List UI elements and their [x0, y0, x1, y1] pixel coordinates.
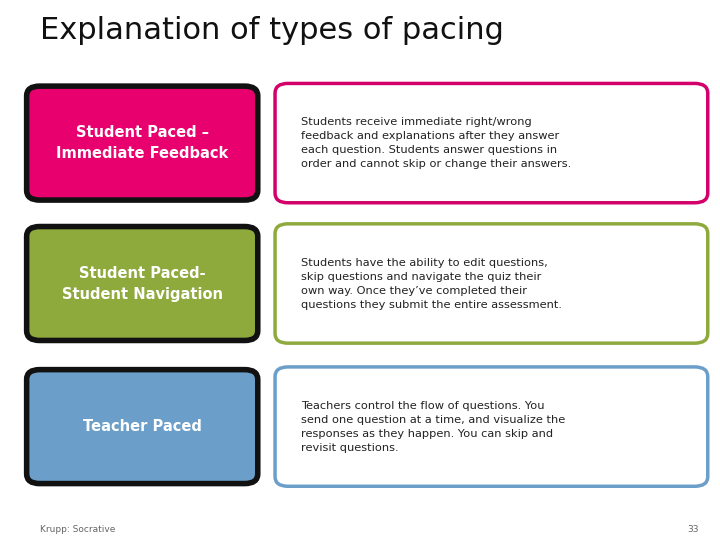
- Text: Student Paced-
Student Navigation: Student Paced- Student Navigation: [62, 266, 222, 301]
- FancyBboxPatch shape: [275, 224, 708, 343]
- Text: Students receive immediate right/wrong
feedback and explanations after they answ: Students receive immediate right/wrong f…: [301, 117, 571, 169]
- FancyBboxPatch shape: [275, 367, 708, 486]
- Text: Teacher Paced: Teacher Paced: [83, 419, 202, 434]
- FancyBboxPatch shape: [275, 84, 708, 203]
- FancyBboxPatch shape: [27, 369, 258, 484]
- Text: 33: 33: [687, 524, 698, 534]
- Text: Student Paced –
Immediate Feedback: Student Paced – Immediate Feedback: [56, 125, 228, 161]
- Text: Students have the ability to edit questions,
skip questions and navigate the qui: Students have the ability to edit questi…: [301, 258, 562, 309]
- FancyBboxPatch shape: [27, 86, 258, 200]
- Text: Teachers control the flow of questions. You
send one question at a time, and vis: Teachers control the flow of questions. …: [301, 401, 565, 453]
- Text: Explanation of types of pacing: Explanation of types of pacing: [40, 16, 503, 45]
- Text: Krupp: Socrative: Krupp: Socrative: [40, 524, 115, 534]
- FancyBboxPatch shape: [27, 227, 258, 341]
